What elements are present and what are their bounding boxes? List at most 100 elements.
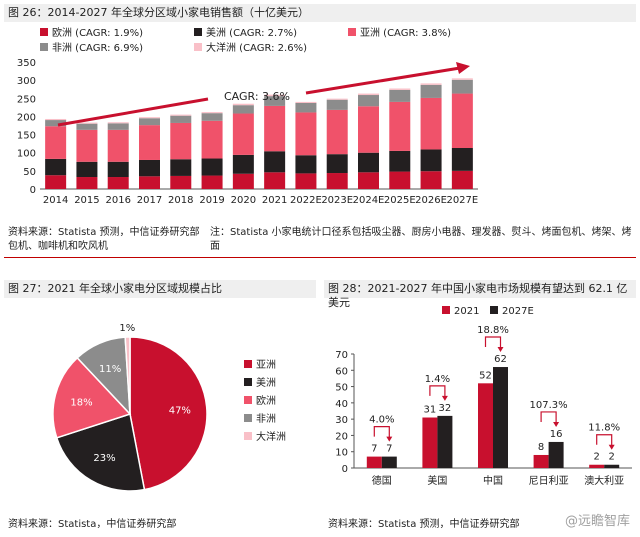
- bar-segment: [201, 120, 223, 159]
- growth-label: 4.0%: [369, 415, 394, 426]
- bar-segment: [45, 126, 67, 159]
- y-tick-label: 100: [17, 149, 36, 160]
- bar-segment: [451, 93, 473, 148]
- data-label-2027E: 62: [494, 354, 507, 365]
- bar-segment: [389, 88, 411, 90]
- bar-segment: [451, 78, 473, 80]
- y-tick-label: 0: [30, 185, 36, 196]
- bar-segment: [451, 170, 473, 189]
- bar-segment: [420, 171, 442, 189]
- bar-segment: [76, 161, 98, 178]
- x-tick-label: 2027E: [446, 195, 478, 206]
- legend-label: 亚洲 (CAGR: 3.8%): [360, 27, 451, 39]
- bar-2021: [589, 464, 605, 468]
- y-tick-label: 10: [335, 448, 348, 459]
- bar-segment: [45, 118, 67, 121]
- bar-segment: [139, 159, 160, 177]
- y-tick-label: 30: [335, 415, 348, 426]
- pie-slice: [129, 336, 208, 491]
- pie-slice: [55, 413, 146, 492]
- x-tick-label: 德国: [372, 474, 392, 487]
- legend-swatch: [194, 28, 202, 36]
- x-tick-label: 2021: [262, 195, 287, 206]
- bar-segment: [420, 83, 442, 85]
- y-tick-label: 60: [335, 366, 348, 377]
- fig26-legend: 欧洲 (CAGR: 1.9%) 美洲 (CAGR: 2.7%) 亚洲 (CAGR: …: [40, 26, 451, 54]
- pie-value-label: 18%: [70, 398, 92, 409]
- pie-slice: [52, 356, 132, 439]
- legend-swatch: [244, 432, 252, 440]
- growth-arrowhead: [553, 421, 560, 427]
- bar-segment: [232, 154, 254, 174]
- pie-value-label: 1%: [119, 323, 135, 334]
- bar-segment: [107, 161, 129, 178]
- growth-label: 1.4%: [425, 374, 450, 385]
- growth-bracket: [429, 385, 446, 398]
- bar-segment: [201, 175, 223, 189]
- y-tick-label: 250: [17, 94, 36, 105]
- x-tick-label: 2016: [105, 195, 130, 206]
- fig26-chart: 欧洲 (CAGR: 1.9%) 美洲 (CAGR: 2.7%) 亚洲 (CAGR: …: [17, 26, 478, 206]
- bar-segment: [264, 172, 286, 189]
- bar-segment: [76, 177, 98, 189]
- bar-segment: [326, 173, 348, 189]
- growth-label: 107.3%: [530, 400, 568, 411]
- data-label-2021: 8: [538, 442, 544, 453]
- cagr-annotation: CAGR: 3.6%: [224, 90, 290, 103]
- legend-label: 2021: [454, 306, 479, 317]
- bar-segment: [389, 101, 411, 151]
- bar-segment: [76, 123, 98, 130]
- bar-segment: [170, 122, 192, 160]
- bar-2027E: [548, 441, 564, 468]
- legend-label: 大洋洲 (CAGR: 2.6%): [206, 41, 307, 54]
- y-tick-label: 20: [335, 431, 348, 442]
- x-tick-label: 中国: [483, 474, 503, 487]
- legend-swatch: [244, 360, 252, 368]
- y-tick-label: 150: [17, 131, 36, 142]
- bar-segment: [451, 147, 473, 171]
- bar-segment: [420, 84, 442, 98]
- bar-segment: [170, 114, 192, 116]
- legend-swatch: [490, 306, 498, 314]
- bar-segment: [45, 175, 67, 189]
- legend-label: 亚洲: [256, 359, 276, 371]
- x-tick-label: 2020: [231, 195, 256, 206]
- bar-segment: [45, 120, 67, 127]
- bar-segment: [139, 117, 160, 119]
- bar-segment: [451, 79, 473, 94]
- growth-arrowhead: [386, 436, 393, 442]
- bar-segment: [107, 177, 129, 189]
- watermark: @远瞻智库: [564, 514, 630, 529]
- growth-arrowhead: [441, 395, 448, 401]
- bar-segment: [295, 155, 317, 174]
- legend-label: 2027E: [502, 306, 534, 317]
- x-tick-label: 澳大利亚: [584, 474, 624, 487]
- legend-label: 大洋洲: [256, 430, 286, 443]
- legend-label: 非洲 (CAGR: 6.9%): [52, 42, 143, 54]
- x-tick-label: 2018: [168, 195, 193, 206]
- growth-bracket: [596, 434, 613, 447]
- bar-2027E: [437, 415, 453, 468]
- y-tick-label: 200: [17, 112, 36, 123]
- bar-segment: [232, 173, 254, 189]
- fig28-header: 图 28：2021-2027 年中国小家电市场规模有望达到 62.1 亿美元: [324, 280, 636, 309]
- legend-label: 欧洲: [256, 395, 276, 407]
- legend-label: 非洲: [256, 413, 276, 425]
- bar-segment: [358, 152, 379, 173]
- legend-label: 美洲: [256, 376, 276, 389]
- bar-segment: [232, 105, 254, 114]
- x-tick-label: 美国: [427, 474, 447, 487]
- bar-segment: [107, 129, 129, 162]
- cagr-arrowhead: [456, 62, 470, 74]
- fig28-source: 资料来源：Statista 预测，中信证券研究部: [328, 519, 520, 530]
- bar-segment: [201, 158, 223, 176]
- bar-segment: [232, 103, 254, 106]
- y-tick-label: 0: [342, 464, 348, 475]
- bar-segment: [201, 113, 223, 121]
- legend-swatch: [244, 414, 252, 422]
- legend-swatch: [244, 396, 252, 404]
- bar-2021: [478, 383, 493, 468]
- x-tick-label: 2022E: [290, 195, 322, 206]
